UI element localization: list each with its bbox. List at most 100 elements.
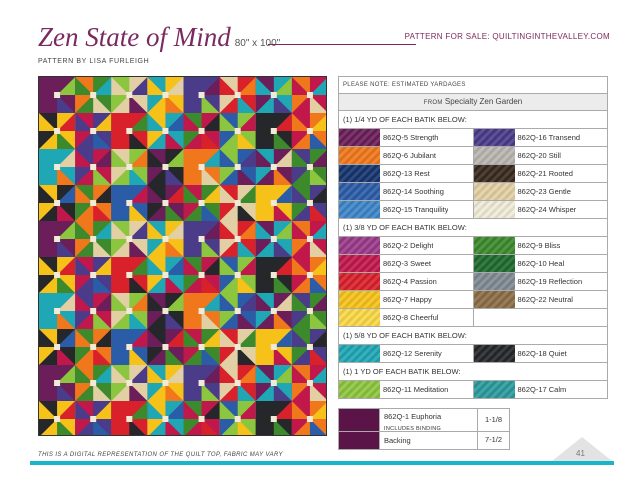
quilt-triangle bbox=[291, 221, 310, 239]
quilt-triangle bbox=[93, 293, 112, 311]
quilt-triangle bbox=[255, 365, 274, 383]
quilt-center bbox=[126, 272, 133, 278]
fabric-row: 862Q-2 Delight 862Q-9 Bliss bbox=[339, 237, 608, 255]
quilt-triangle bbox=[309, 167, 326, 185]
section-header-row: (1) 1/4 YD OF EACH BATIK BELOW: bbox=[339, 111, 608, 129]
quilt-triangle bbox=[165, 311, 184, 329]
quilt-triangle bbox=[165, 149, 184, 167]
quilt-triangle bbox=[129, 257, 148, 275]
quilt-triangle bbox=[129, 149, 148, 167]
quilt-triangle bbox=[201, 131, 220, 149]
quilt-triangle bbox=[57, 149, 76, 167]
quilt-triangle bbox=[93, 131, 112, 149]
quilt-center bbox=[306, 236, 313, 242]
quilt-triangle bbox=[39, 113, 58, 131]
quilt-triangle bbox=[291, 113, 310, 131]
quilt-triangle bbox=[129, 221, 148, 239]
quilt-triangle bbox=[147, 329, 166, 347]
quilt-triangle bbox=[291, 329, 310, 347]
quilt-center bbox=[54, 236, 61, 242]
quilt-center bbox=[198, 236, 205, 242]
quilt-center bbox=[306, 380, 313, 386]
fabric-swatch bbox=[339, 183, 380, 200]
quilt-triangle bbox=[237, 203, 256, 221]
fabric-row: 862Q-14 Soothing 862Q-23 Gentle bbox=[339, 183, 608, 201]
quilt-triangle bbox=[183, 401, 202, 419]
fabric-swatch bbox=[339, 165, 380, 182]
quilt-triangle bbox=[255, 347, 274, 365]
page-number: 41 bbox=[576, 449, 585, 458]
quilt-triangle bbox=[39, 401, 58, 419]
quilt-center bbox=[162, 416, 169, 422]
fabric-name: 862Q-3 Sweet bbox=[383, 259, 431, 268]
quilt-center bbox=[162, 164, 169, 170]
quilt-triangle bbox=[273, 365, 292, 383]
quilt-center bbox=[306, 416, 313, 422]
quilt-triangle bbox=[93, 365, 112, 383]
quilt-triangle bbox=[183, 347, 202, 365]
fabric-row: 862Q-5 Strength 862Q-16 Transend bbox=[339, 129, 608, 147]
quilt-triangle bbox=[201, 347, 220, 365]
quilt-triangle bbox=[57, 131, 76, 149]
quilt-triangle bbox=[57, 293, 76, 311]
quilt-triangle bbox=[309, 383, 326, 401]
quilt-triangle bbox=[309, 203, 326, 221]
quilt-triangle bbox=[93, 95, 112, 113]
quilt-triangle bbox=[255, 257, 274, 275]
fabric-cell: 862Q-7 Happy bbox=[339, 291, 474, 308]
quilt-triangle bbox=[219, 149, 238, 167]
extra-note: INCLUDES BINDING bbox=[384, 426, 442, 432]
quilt-triangle bbox=[273, 131, 292, 149]
fabric-cell: 862Q-4 Passion bbox=[339, 273, 474, 290]
quilt-center bbox=[234, 344, 241, 350]
fabric-cell: 862Q-11 Meditation bbox=[339, 381, 474, 398]
quilt-center bbox=[198, 200, 205, 206]
collection-source: FROM Specialty Zen Garden bbox=[339, 94, 608, 110]
fabric-cell: 862Q-2 Delight bbox=[339, 237, 474, 254]
quilt-triangle bbox=[57, 275, 76, 293]
quilt-triangle bbox=[75, 203, 94, 221]
quilt-center bbox=[234, 236, 241, 242]
quilt-triangle bbox=[129, 185, 148, 203]
quilt-triangle bbox=[111, 311, 130, 329]
quilt-triangle bbox=[309, 150, 326, 167]
quilt-triangle bbox=[165, 401, 184, 419]
fabric-name: 862Q-16 Transend bbox=[517, 133, 581, 142]
fabric-swatch bbox=[473, 183, 515, 200]
quilt-triangle bbox=[129, 275, 148, 293]
quilt-triangle bbox=[201, 257, 220, 275]
quilt-triangle bbox=[219, 77, 238, 95]
quilt-center bbox=[270, 164, 277, 170]
quilt-triangle bbox=[201, 203, 220, 221]
quilt-triangle bbox=[291, 365, 310, 383]
quilt-center bbox=[54, 200, 61, 206]
quilt-center bbox=[162, 200, 169, 206]
fabric-swatch bbox=[339, 273, 380, 290]
quilt-center bbox=[54, 164, 61, 170]
quilt-triangle bbox=[255, 383, 274, 401]
quilt-triangle bbox=[273, 239, 292, 257]
fabric-swatch bbox=[473, 291, 515, 308]
quilt-triangle bbox=[273, 401, 292, 419]
fabric-row: 862Q-8 Cheerful bbox=[339, 309, 608, 327]
quilt-center bbox=[270, 128, 277, 134]
quilt-center bbox=[270, 236, 277, 242]
quilt-center bbox=[54, 272, 61, 278]
fabric-cell: 862Q-24 Whisper bbox=[473, 201, 608, 218]
section-title: (1) 3/8 YD OF EACH BATIK BELOW: bbox=[339, 219, 608, 236]
pattern-for-sale-link[interactable]: PATTERN FOR SALE: QUILTINGINTHEVALLEY.CO… bbox=[404, 32, 610, 41]
fabric-row: 862Q-7 Happy 862Q-22 Neutral bbox=[339, 291, 608, 309]
quilt-triangle bbox=[291, 347, 310, 365]
fabric-cell: 862Q-12 Serenity bbox=[339, 345, 474, 362]
quilt-triangle bbox=[183, 149, 202, 167]
quilt-triangle bbox=[165, 185, 184, 203]
quilt-triangle bbox=[147, 185, 166, 203]
quilt-center bbox=[126, 92, 133, 98]
quilt-triangle bbox=[219, 311, 238, 329]
quilt-triangle bbox=[129, 113, 148, 131]
quilt-triangle bbox=[237, 95, 256, 113]
quilt-triangle bbox=[237, 311, 256, 329]
quilt-triangle bbox=[273, 95, 292, 113]
quilt-center bbox=[90, 416, 97, 422]
quilt-triangle bbox=[165, 419, 182, 435]
